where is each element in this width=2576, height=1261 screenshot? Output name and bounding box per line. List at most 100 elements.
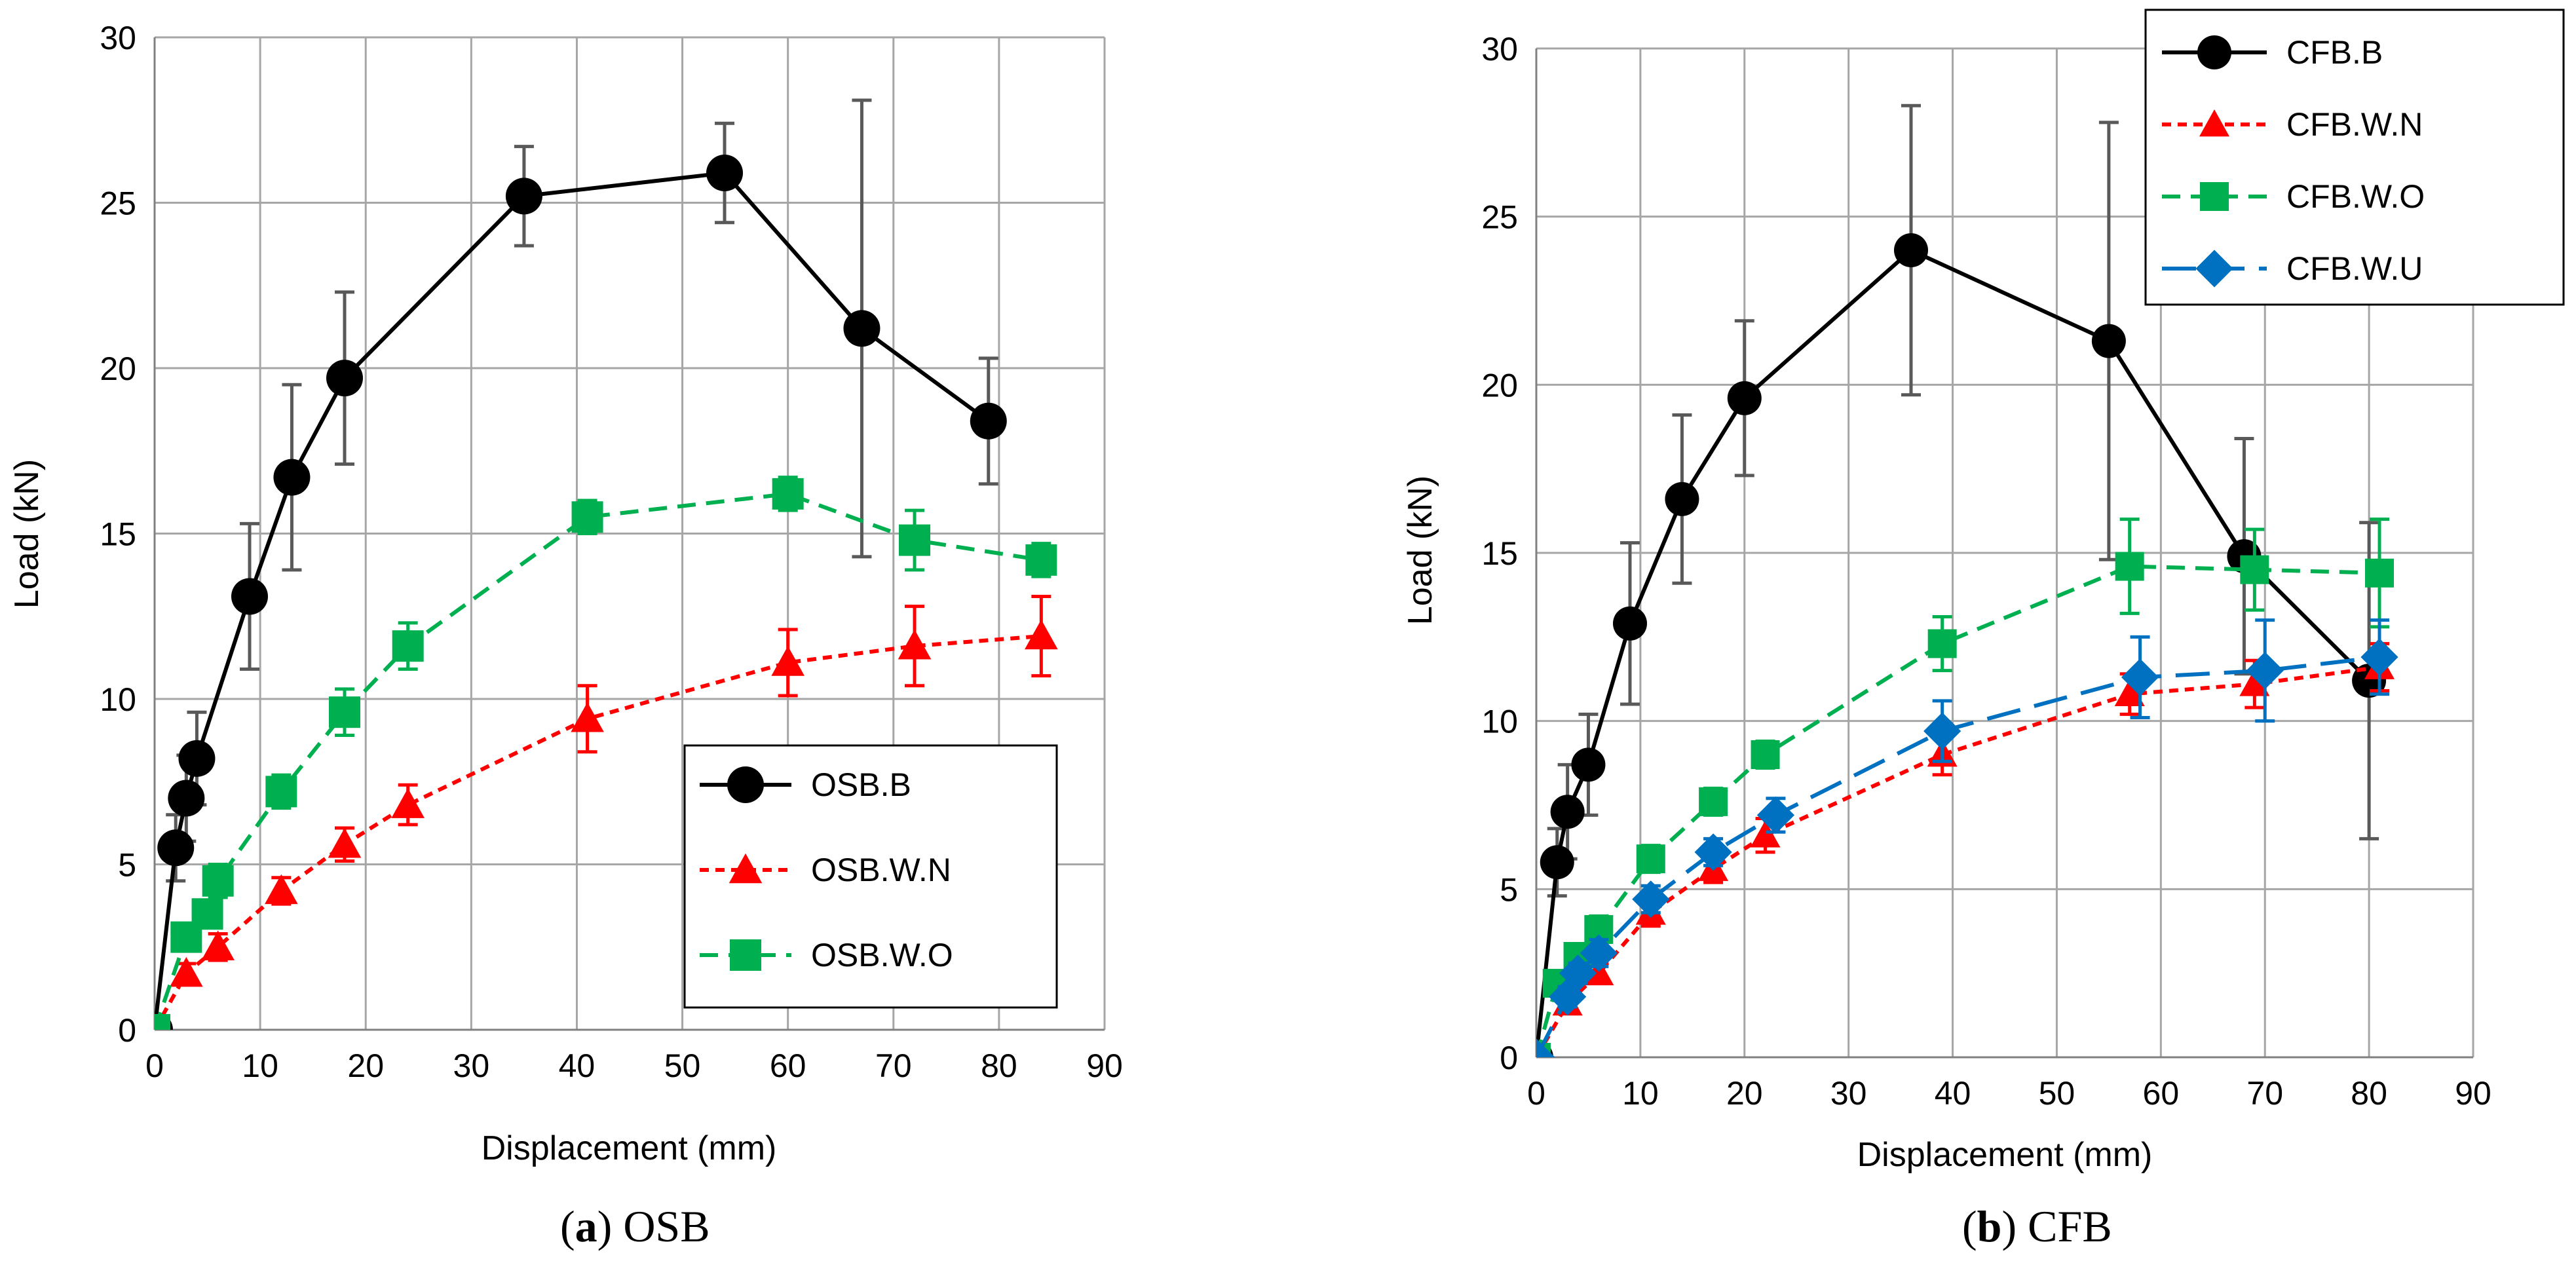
legend-marker (2200, 182, 2229, 211)
x-tick-label: 10 (1622, 1075, 1659, 1112)
x-tick-label: 40 (1935, 1075, 1971, 1112)
data-point (771, 646, 805, 676)
legend-entry: OSB.W.N (700, 852, 951, 888)
data-point (843, 310, 881, 347)
legend-label: OSB.W.N (811, 852, 951, 888)
y-tick-label: 20 (100, 350, 136, 387)
data-point (191, 898, 223, 930)
legend-marker (727, 766, 764, 803)
legend-marker (2197, 35, 2231, 69)
series-CFB.W.O (1536, 518, 2394, 1057)
data-point (2240, 555, 2269, 584)
x-tick-label: 30 (453, 1047, 490, 1084)
y-tick-labels: 0 5 10 15 20 25 30 (100, 20, 136, 1049)
y-tick-label: 0 (1500, 1040, 1518, 1076)
data-point (1571, 747, 1606, 782)
x-tick-labels: 0 10 20 30 40 50 60 70 80 90 (1527, 1075, 2491, 1112)
data-point (1727, 381, 1762, 415)
data-point (1927, 629, 1957, 658)
y-tick-label: 25 (1481, 199, 1518, 236)
data-point (265, 874, 298, 905)
panel-caption: (b) CFB (1962, 1201, 2112, 1251)
data-point (571, 702, 604, 732)
data-point (231, 578, 268, 615)
legend-entry: CFB.W.U (2162, 250, 2423, 288)
y-tick-label: 15 (1481, 535, 1518, 572)
data-point (1025, 544, 1057, 576)
legend-entry: OSB.W.O (700, 937, 953, 973)
legend-label: CFB.W.O (2286, 178, 2425, 215)
y-tick-label: 10 (1481, 704, 1518, 740)
legend-entry: CFB.B (2162, 34, 2383, 71)
data-point (1632, 880, 1670, 918)
x-tick-label: 80 (981, 1047, 1017, 1084)
x-tick-label: 50 (664, 1047, 701, 1084)
series-OSB.W.N (155, 594, 1058, 1030)
legend-entry: CFB.W.N (2162, 106, 2423, 143)
data-point (1694, 833, 1732, 871)
data-point (1580, 934, 1618, 972)
x-tick-label: 90 (2455, 1075, 2491, 1112)
data-point (772, 478, 804, 510)
data-point (168, 780, 205, 817)
data-point (391, 788, 425, 818)
data-point (898, 629, 932, 660)
data-point (2121, 658, 2159, 696)
y-tick-label: 15 (100, 516, 136, 553)
data-point (1756, 796, 1795, 834)
data-point (1699, 787, 1728, 816)
chart-panel-osb: 0 5 10 15 20 25 30 0 10 20 30 40 50 60 70 80 90 Displac… (8, 20, 1123, 1251)
data-point (706, 155, 743, 192)
series-OSB.B (155, 98, 1007, 1030)
data-point (201, 930, 235, 960)
data-point (970, 402, 1007, 440)
data-point (155, 1014, 170, 1030)
data-point (2239, 669, 2270, 696)
data-point (2246, 652, 2284, 690)
data-point (157, 829, 195, 867)
legend: CFB.B CFB.W.N CFB.W.O CFB.W.U (2144, 9, 2565, 306)
y-tick-label: 5 (1500, 871, 1518, 908)
legend: OSB.B OSB.W.N OSB.W.O (683, 744, 1058, 1009)
x-tick-label: 0 (1527, 1075, 1545, 1112)
y-tick-label: 5 (118, 847, 136, 884)
data-point (329, 696, 360, 728)
data-point (2091, 324, 2126, 358)
y-tick-label: 25 (100, 185, 136, 222)
x-tick-label: 80 (2351, 1075, 2387, 1112)
data-point (1923, 712, 1961, 750)
series-CFB.W.U (1536, 618, 2398, 1057)
legend-entry: OSB.B (700, 766, 911, 803)
y-axis-title: Load (kN) (1401, 476, 1439, 625)
data-point (1559, 954, 1597, 992)
data-point (265, 776, 297, 808)
data-point (1751, 740, 1780, 769)
data-point (571, 501, 603, 533)
data-point (1750, 820, 1781, 848)
data-point (392, 630, 424, 662)
y-tick-label: 10 (100, 681, 136, 718)
data-point (1894, 233, 1928, 267)
axes (153, 37, 1105, 1031)
x-tick-label: 10 (242, 1047, 278, 1084)
data-point (1025, 619, 1058, 650)
x-tick-label: 20 (347, 1047, 384, 1084)
data-point (1636, 844, 1665, 874)
data-point (1550, 795, 1585, 829)
data-point (1665, 481, 1699, 516)
legend-label: OSB.W.O (811, 937, 953, 973)
data-point (2365, 558, 2394, 588)
data-point (2114, 679, 2145, 706)
panel-caption: (a) OSB (560, 1201, 710, 1251)
data-point (1540, 845, 1574, 880)
data-point (505, 178, 542, 215)
legend-marker (729, 853, 763, 884)
legend-marker (2199, 109, 2229, 137)
x-axis-title: Displacement (mm) (1857, 1136, 2153, 1174)
x-tick-label: 60 (770, 1047, 806, 1084)
x-tick-label: 0 (145, 1047, 164, 1084)
legend-label: CFB.B (2286, 34, 2383, 71)
legend-marker (2195, 250, 2233, 288)
data-point (170, 956, 203, 987)
legend-marker (730, 939, 761, 971)
